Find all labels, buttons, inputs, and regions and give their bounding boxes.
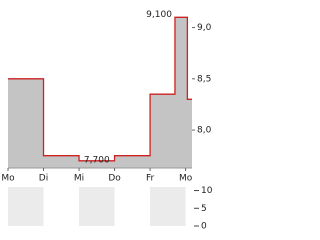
- area: [8, 17, 192, 169]
- annotation: 7,700: [84, 155, 110, 165]
- x-tick-label: Do: [108, 174, 121, 184]
- x-tick-label: Fr: [146, 174, 155, 184]
- page: {"chart_data": [ {"type": "area-line", "…: [1, 9, 213, 232]
- x-tick-label: Mo: [1, 174, 15, 184]
- y-tick-label: 8,0: [197, 126, 212, 136]
- day-band: [79, 187, 115, 226]
- price-line: [8, 16, 192, 162]
- x-tick-label: Mi: [74, 174, 84, 184]
- y-tick-label: 8,5: [197, 74, 211, 84]
- y-tick-label: 5: [201, 204, 207, 214]
- y-tick-label: 9,0: [197, 23, 212, 33]
- day-band: [150, 187, 186, 226]
- day-band: [114, 187, 151, 226]
- x-tick-label: Di: [39, 174, 48, 184]
- day-band: [8, 187, 44, 226]
- day-band: [43, 187, 80, 226]
- y-tick-label: 0: [201, 222, 207, 232]
- chart: 8,0 8,5 9,0 Mo Di Mi Do Fr Mo 9,100 7,700 0 5 10: [1, 9, 213, 232]
- x-tick-label: Mo: [179, 174, 193, 184]
- annotation: 9,100: [146, 10, 172, 20]
- y-tick-label: 10: [201, 186, 213, 196]
- day-band: [185, 187, 192, 226]
